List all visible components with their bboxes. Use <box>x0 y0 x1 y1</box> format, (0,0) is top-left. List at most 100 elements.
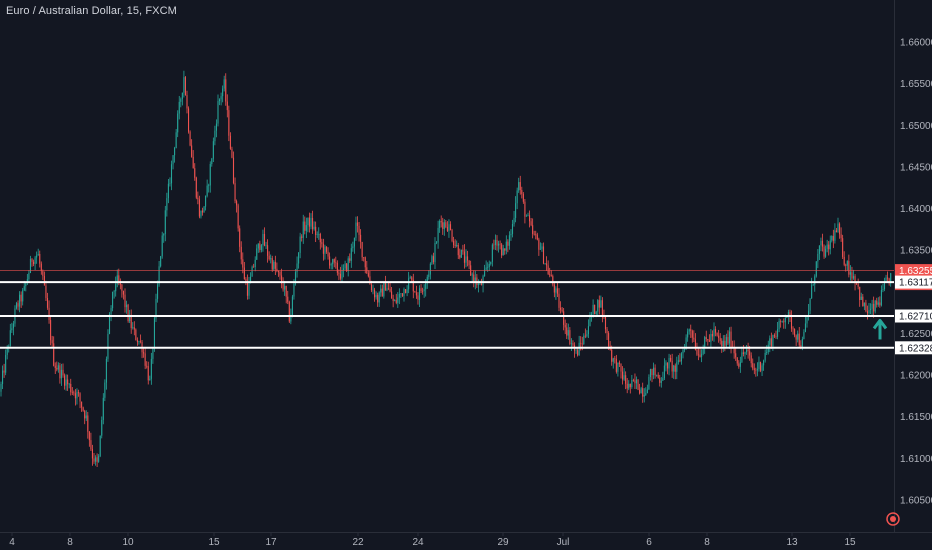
candle <box>99 435 101 458</box>
candle <box>284 280 286 296</box>
candle <box>208 183 210 193</box>
time-axis[interactable]: 4 8 10 15 17 22 24 29 Jul 6 8 13 15 <box>9 532 856 548</box>
price-axis[interactable]: 1.66000 1.65500 1.65000 1.64500 1.64000 1.635… <box>900 38 932 507</box>
candle <box>535 230 537 240</box>
candle <box>296 256 298 278</box>
candle <box>639 383 641 395</box>
levels-layer[interactable] <box>0 270 894 349</box>
candle <box>95 455 97 466</box>
y-tick-label: 1.62500 <box>900 329 932 340</box>
candle <box>178 95 180 120</box>
candle <box>333 258 335 268</box>
candle <box>852 269 855 280</box>
candle <box>336 260 338 276</box>
candle <box>883 277 886 292</box>
candle <box>386 283 388 292</box>
candle <box>519 175 521 195</box>
candle <box>110 305 112 322</box>
candle <box>115 276 117 297</box>
candle <box>646 384 648 394</box>
candle <box>718 329 720 343</box>
candle <box>360 229 362 249</box>
candle <box>387 282 390 291</box>
candle <box>322 238 324 261</box>
candle <box>549 267 551 278</box>
candle <box>598 295 600 315</box>
candle <box>516 187 518 210</box>
candle <box>668 353 670 376</box>
candle <box>220 92 222 106</box>
candle <box>335 256 337 269</box>
candle <box>403 287 405 302</box>
candle <box>82 406 84 412</box>
candle <box>70 378 72 396</box>
candle <box>654 364 656 379</box>
candle <box>823 244 825 259</box>
candle <box>863 302 865 311</box>
candle <box>113 289 115 299</box>
candle <box>885 274 887 283</box>
candle <box>752 358 754 371</box>
candle <box>467 250 469 267</box>
candle <box>448 219 450 238</box>
candle <box>811 277 813 299</box>
candle <box>866 305 868 320</box>
candle <box>28 269 30 283</box>
candle <box>437 220 439 249</box>
candle <box>558 288 560 312</box>
candle <box>195 176 197 200</box>
candle <box>197 191 199 205</box>
candle <box>277 270 279 277</box>
candle <box>62 363 64 378</box>
candle <box>406 285 408 297</box>
candle <box>71 387 73 396</box>
candle <box>155 293 157 322</box>
candle <box>468 260 470 270</box>
candle <box>798 327 800 349</box>
candle <box>180 97 182 108</box>
candle <box>349 253 351 263</box>
candle <box>172 154 174 170</box>
candle <box>279 270 281 280</box>
candle <box>758 356 760 372</box>
candle <box>777 322 779 340</box>
candle <box>784 314 786 329</box>
candle <box>223 75 225 92</box>
candle <box>65 374 67 391</box>
candle <box>167 178 169 204</box>
candle <box>603 309 605 319</box>
candle <box>39 250 41 268</box>
candle <box>839 222 841 239</box>
candle <box>237 203 239 232</box>
candle <box>829 235 831 255</box>
candle <box>831 235 833 243</box>
candle <box>649 368 651 381</box>
candle <box>848 254 850 278</box>
settings-icon[interactable] <box>886 512 900 526</box>
candle <box>746 345 748 355</box>
candle <box>702 344 704 356</box>
candle <box>493 239 495 250</box>
candle <box>169 177 171 187</box>
candle <box>206 179 208 198</box>
candle <box>119 278 121 290</box>
candle <box>315 221 317 243</box>
candle <box>301 234 303 242</box>
candle <box>693 330 695 343</box>
candle <box>265 241 267 250</box>
candle <box>121 283 123 298</box>
candle <box>232 151 235 185</box>
candle <box>583 333 585 345</box>
candle <box>674 363 676 380</box>
candle <box>656 374 658 377</box>
candle <box>85 410 87 422</box>
candle <box>15 301 18 310</box>
candle <box>736 357 738 366</box>
candle <box>299 232 301 259</box>
candle <box>795 334 797 346</box>
candle <box>36 251 38 264</box>
candle <box>719 333 721 345</box>
